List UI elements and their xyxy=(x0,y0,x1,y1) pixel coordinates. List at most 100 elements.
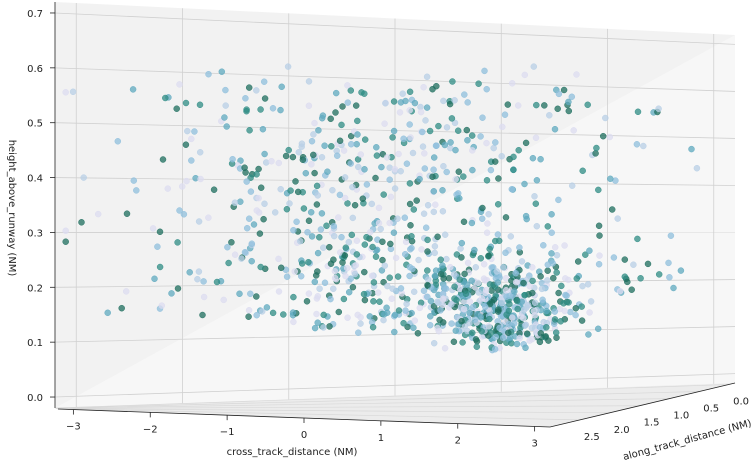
data-point xyxy=(269,158,275,164)
data-point xyxy=(472,317,478,323)
data-point xyxy=(290,154,296,160)
data-point xyxy=(201,278,207,284)
data-point xyxy=(221,115,227,121)
data-point xyxy=(487,281,493,287)
data-point xyxy=(387,241,393,247)
data-point xyxy=(446,275,452,281)
data-point xyxy=(458,246,464,252)
data-point xyxy=(503,250,509,256)
data-point xyxy=(258,264,264,270)
data-point xyxy=(482,68,488,74)
data-point xyxy=(384,305,390,311)
y-tick-label: 0.0 xyxy=(733,396,749,407)
data-point xyxy=(320,245,326,251)
data-point xyxy=(369,273,375,279)
data-point xyxy=(430,86,436,92)
data-point xyxy=(486,211,492,217)
data-point xyxy=(607,176,613,182)
data-point xyxy=(253,294,259,300)
data-point xyxy=(411,207,417,213)
data-point xyxy=(456,195,462,201)
data-point xyxy=(376,220,382,226)
data-point xyxy=(232,252,238,258)
data-point xyxy=(244,225,250,231)
data-point xyxy=(264,304,270,310)
data-point xyxy=(562,243,568,249)
data-point xyxy=(345,200,351,206)
data-point xyxy=(119,305,125,311)
data-point xyxy=(398,168,404,174)
data-point xyxy=(314,269,320,275)
data-point xyxy=(483,287,489,293)
data-point xyxy=(232,200,238,206)
data-point xyxy=(344,82,350,88)
data-point xyxy=(438,307,444,313)
z-tick-label: 0.5 xyxy=(27,119,43,130)
data-point xyxy=(434,299,440,305)
data-point xyxy=(260,126,266,132)
data-point xyxy=(442,142,448,148)
data-point xyxy=(521,280,527,286)
data-point xyxy=(478,255,484,261)
data-point xyxy=(461,306,467,312)
data-point xyxy=(666,274,672,280)
data-point xyxy=(516,147,522,153)
data-point xyxy=(295,189,301,195)
data-point xyxy=(162,95,168,101)
data-point xyxy=(531,64,537,70)
data-point xyxy=(283,153,289,159)
data-point xyxy=(390,286,396,292)
data-point xyxy=(513,270,519,276)
data-point xyxy=(328,296,334,302)
data-point xyxy=(431,167,437,173)
data-point xyxy=(292,269,298,275)
data-point xyxy=(495,201,501,207)
data-point xyxy=(262,96,268,102)
data-point xyxy=(353,262,359,268)
data-point xyxy=(453,176,459,182)
data-point xyxy=(382,263,388,269)
data-point xyxy=(321,312,327,318)
data-point xyxy=(500,264,506,270)
data-point xyxy=(544,308,550,314)
data-point xyxy=(522,72,528,78)
data-point xyxy=(242,165,248,171)
data-point xyxy=(157,229,163,235)
data-point xyxy=(306,78,312,84)
data-point xyxy=(330,286,336,292)
data-point xyxy=(70,89,76,95)
data-point xyxy=(222,87,228,93)
data-point xyxy=(538,156,544,162)
data-point xyxy=(409,266,415,272)
data-point xyxy=(381,317,387,323)
data-point xyxy=(622,257,628,263)
data-point xyxy=(287,201,293,207)
data-point xyxy=(228,239,234,245)
data-point xyxy=(473,336,479,342)
data-point xyxy=(387,275,393,281)
data-point xyxy=(197,102,203,108)
data-point xyxy=(451,271,457,277)
data-point xyxy=(459,240,465,246)
data-point xyxy=(452,284,458,290)
data-point xyxy=(279,84,285,90)
data-point xyxy=(169,290,175,296)
data-point xyxy=(391,230,397,236)
data-point xyxy=(278,265,284,271)
data-point xyxy=(421,211,427,217)
data-point xyxy=(200,312,206,318)
data-point xyxy=(502,112,508,118)
data-point xyxy=(666,260,672,266)
data-point xyxy=(545,223,551,229)
data-point xyxy=(393,255,399,261)
data-point xyxy=(306,103,312,109)
data-point xyxy=(157,264,163,270)
data-point xyxy=(611,255,617,261)
data-point xyxy=(290,227,296,233)
data-point xyxy=(448,301,454,307)
data-point xyxy=(224,244,230,250)
data-point xyxy=(179,184,185,190)
data-point xyxy=(337,192,343,198)
data-point xyxy=(580,168,586,174)
data-point xyxy=(251,222,257,228)
